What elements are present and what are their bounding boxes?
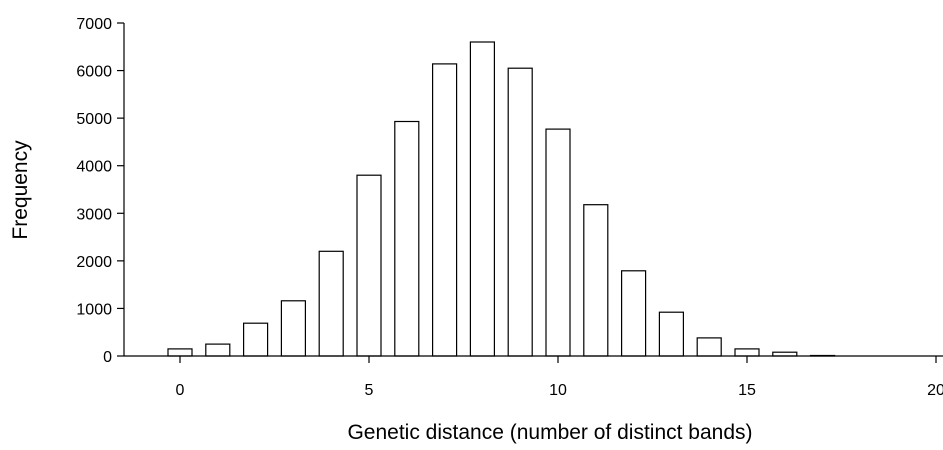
x-axis-title: Genetic distance (number of distinct ban… [347,421,752,444]
bar-3 [280,300,306,357]
bar-8 [469,41,495,357]
bar-4 [318,250,344,357]
y-tick-label-2000: 2000 [76,254,112,271]
x-tick-label-10: 10 [549,382,567,399]
bar-14 [696,337,722,357]
bar-11 [583,204,609,357]
bar-6 [394,120,420,357]
bar-12 [620,270,647,357]
y-tick-label-6000: 6000 [76,64,112,81]
x-tick-label-5: 5 [365,382,374,399]
x-tick-label-15: 15 [738,382,756,399]
y-axis-title: Frequency [9,140,32,240]
y-axis-ticks: 0 1000 2000 3000 4000 5000 6000 7000 [76,16,124,366]
bar-5 [356,174,382,357]
y-tick-label-0: 0 [103,349,112,366]
y-tick-label-4000: 4000 [76,159,112,176]
x-tick-label-20: 20 [927,382,943,399]
y-tick-label-1000: 1000 [76,301,112,318]
bars [167,41,836,357]
bar-10 [545,128,571,357]
bar-9 [507,67,533,357]
bar-13 [658,311,685,357]
bar-2 [243,322,269,357]
bar-0 [167,348,193,357]
y-tick-label-7000: 7000 [76,16,112,33]
bar-15 [734,348,760,357]
y-tick-label-5000: 5000 [76,111,112,128]
bar-7 [432,63,458,357]
x-tick-label-0: 0 [176,382,185,399]
bar-1 [205,343,231,357]
x-axis-ticks: 0 5 10 15 20 [176,356,943,399]
y-tick-label-3000: 3000 [76,206,112,223]
